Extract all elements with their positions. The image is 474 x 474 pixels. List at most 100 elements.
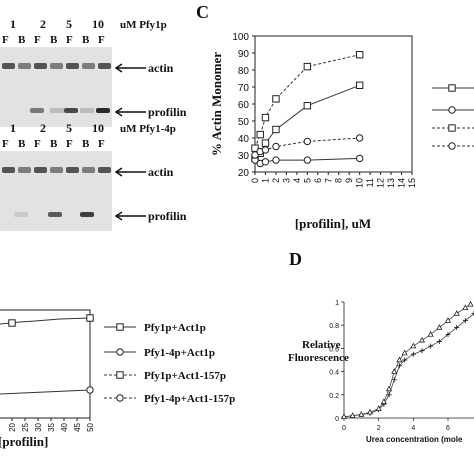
plot-frame xyxy=(0,309,91,419)
x-tick-label: 8 xyxy=(334,178,344,183)
series-0-point xyxy=(462,318,468,324)
series-3-point xyxy=(261,146,270,154)
series-1-point xyxy=(391,368,398,374)
gel-top-lane-label: F xyxy=(34,34,41,46)
axes xyxy=(343,302,474,419)
legend-marker xyxy=(448,106,456,114)
y-tick-label: 1 xyxy=(335,300,339,307)
x-tick-label: 10 xyxy=(355,178,365,188)
panel-letter-c: C xyxy=(196,2,209,22)
gel-top-conc-label: 5 xyxy=(66,17,72,31)
gel-top-actin-band xyxy=(82,63,95,69)
gel-top-actin-band xyxy=(34,63,47,69)
x-tick-label: 1 xyxy=(260,178,270,183)
gel-bottom-gel-background xyxy=(0,151,112,231)
series-1-point xyxy=(462,304,469,310)
x-tick-label: 15 xyxy=(407,178,417,188)
series-2-point xyxy=(261,113,270,122)
series-1-point xyxy=(380,398,387,404)
series-0-point xyxy=(471,311,474,317)
legend-marker xyxy=(116,348,124,356)
x-axis-label: Urea concentration (mole xyxy=(366,435,463,444)
gel-bottom-actin-band xyxy=(98,167,111,173)
y-tick-label: 60 xyxy=(238,100,250,111)
series-0-point xyxy=(410,351,416,357)
gel-top-lane-label: F xyxy=(66,34,73,46)
gel-top-profilin-band xyxy=(96,108,110,113)
gel-bottom-conc-label: 1 xyxy=(10,121,16,135)
series-0-point xyxy=(86,314,94,322)
x-tick-label: 9 xyxy=(344,178,354,183)
series-1-point xyxy=(261,158,270,166)
x-tick-label: 20 xyxy=(8,422,17,431)
series-1-point xyxy=(418,336,426,343)
gel-bottom-actin-band xyxy=(66,167,79,173)
x-tick-label: 25 xyxy=(21,422,30,431)
y-tick-label: 0 xyxy=(335,416,339,423)
legend-label: Pfy1p+Act1p xyxy=(144,322,206,334)
series-1-point xyxy=(401,349,408,356)
gel-bottom-actin-band xyxy=(18,167,31,173)
series-1-point xyxy=(349,412,356,418)
series-2-point xyxy=(272,95,280,103)
legend-marker xyxy=(116,394,124,402)
gel-bottom-lane-label: B xyxy=(18,138,26,150)
gel-bottom-actin-band xyxy=(50,167,63,173)
series-1-point xyxy=(467,300,474,307)
series-0-line xyxy=(343,313,474,418)
legend-marker xyxy=(116,371,124,379)
series-2-point xyxy=(256,130,264,139)
y-tick-label: 100 xyxy=(232,32,249,43)
gel-bottom-lane-label: B xyxy=(82,138,90,150)
x-tick-label: 11 xyxy=(365,178,375,187)
gel-top-actin-arrow-icon xyxy=(114,63,146,73)
series-1-point xyxy=(358,411,365,417)
series-3-point xyxy=(303,137,312,146)
gel-top-actin-label: actin xyxy=(148,61,174,75)
series-1-point xyxy=(444,317,452,323)
x-tick-label: 3 xyxy=(281,178,291,183)
legend-marker xyxy=(448,124,456,132)
series-2-point xyxy=(355,51,364,59)
series-1-point xyxy=(410,342,417,349)
series-1-line xyxy=(0,389,91,395)
x-tick-label: 40 xyxy=(60,422,69,431)
legend-label: Pfy1-4p+Act1p xyxy=(144,347,215,359)
gel-bottom-actin-label: actin xyxy=(148,165,174,179)
y-tick-label: 80 xyxy=(238,66,250,77)
gel-top-conc-label: 1 xyxy=(10,17,16,31)
x-tick-label: 14 xyxy=(397,178,407,188)
legend-label: Pfy1p+Act1-157p xyxy=(144,370,226,382)
series-0-point xyxy=(303,102,312,110)
series-1-point xyxy=(355,154,364,163)
series-2-point xyxy=(303,62,312,71)
gel-top-profilin-band xyxy=(30,108,44,113)
series-0-point xyxy=(445,331,451,337)
gel-bottom-lane-label: F xyxy=(34,138,41,150)
series-1-point xyxy=(303,156,312,164)
series-0-point xyxy=(261,139,270,147)
gel-top-profilin-label: profilin xyxy=(148,105,187,119)
x-tick-label: 35 xyxy=(47,422,56,431)
legend-label: Pfy1-4p+Act1-157p xyxy=(144,393,235,405)
gel-top-actin-band xyxy=(50,63,63,69)
gel-top-lane-label: F xyxy=(2,34,9,46)
gel-bottom-profilin-band xyxy=(48,212,62,217)
x-tick-label: 7 xyxy=(323,178,333,183)
x-tick-label: 2 xyxy=(377,425,381,432)
series-3-point xyxy=(251,151,259,159)
series-3-point xyxy=(272,142,280,151)
series-1-point xyxy=(340,413,348,420)
plot-frame xyxy=(254,35,413,173)
x-tick-label: 13 xyxy=(386,178,396,188)
x-tick-label: 4 xyxy=(411,425,415,432)
gel-top-profilin-arrow-icon xyxy=(114,107,146,117)
gel-bottom-lane-label: F xyxy=(2,138,9,150)
y-tick-label: 70 xyxy=(238,83,250,94)
y-tick-label: 40 xyxy=(238,134,250,145)
gel-top-profilin-band xyxy=(80,108,94,113)
gel-bottom-actin-band xyxy=(34,167,47,173)
x-axis-label: [profilin] xyxy=(0,434,48,449)
